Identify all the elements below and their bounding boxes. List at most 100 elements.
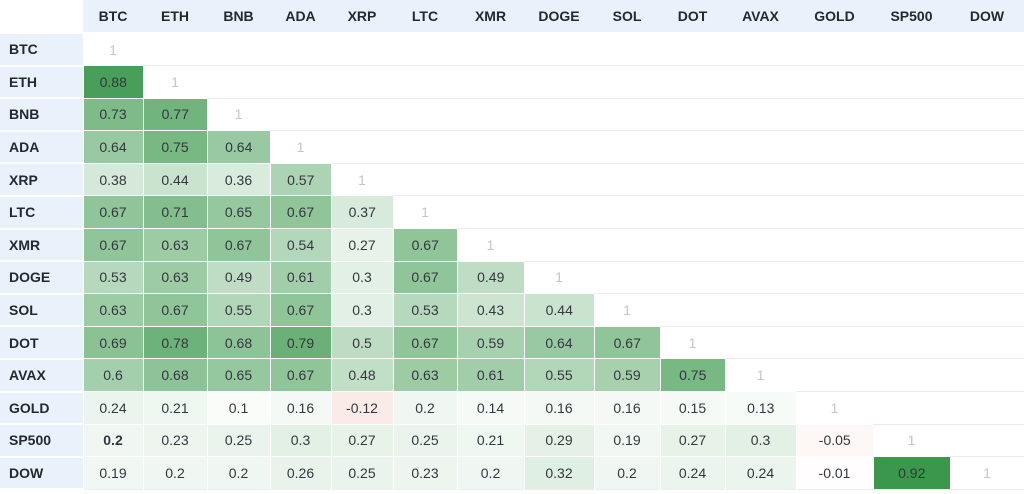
matrix-cell-dow-ada: 0.26 (269, 456, 331, 490)
matrix-cell-doge-avax (725, 260, 796, 294)
matrix-cell-sol-dow (950, 293, 1024, 327)
matrix-cell-xmr-dot (660, 228, 725, 262)
matrix-cell-avax-gold (796, 358, 873, 392)
matrix-cell-dow-dow: 1 (950, 456, 1024, 490)
matrix-cell-btc-xrp (331, 32, 393, 66)
matrix-cell-ada-dot (660, 130, 725, 164)
matrix-cell-xmr-sp500 (873, 228, 950, 262)
matrix-row-dot: DOT 0.69 0.78 0.68 0.79 0.5 0.67 0.59 0.64 0.67 1 (0, 325, 1024, 360)
matrix-cell-dot-gold (796, 325, 873, 359)
matrix-cell-btc-bnb (207, 32, 270, 66)
matrix-cell-dow-sp500: 0.92 (872, 456, 950, 490)
matrix-cell-eth-xrp (331, 65, 393, 99)
matrix-cell-dot-ltc: 0.67 (392, 325, 457, 359)
matrix-cell-dot-sol: 0.67 (593, 325, 660, 359)
matrix-cell-xmr-xrp: 0.27 (330, 228, 393, 262)
matrix-cell-ltc-bnb: 0.65 (206, 195, 270, 229)
matrix-cell-dot-sp500 (873, 325, 950, 359)
matrix-cell-dow-dot: 0.24 (659, 456, 725, 490)
matrix-cell-btc-ada (270, 32, 331, 66)
matrix-cell-dow-sol: 0.2 (593, 456, 660, 490)
matrix-cell-avax-eth: 0.68 (142, 358, 207, 392)
matrix-cell-eth-sp500 (873, 65, 950, 99)
matrix-cell-gold-xmr: 0.14 (456, 391, 524, 425)
row-header-dow: DOW (0, 456, 83, 491)
matrix-cell-eth-eth: 1 (143, 65, 207, 99)
matrix-cell-sp500-gold: -0.05 (795, 423, 873, 457)
matrix-cell-doge-bnb: 0.49 (206, 260, 270, 294)
matrix-cell-sp500-ada: 0.3 (269, 423, 331, 457)
column-header-xmr: XMR (457, 0, 524, 34)
matrix-cell-eth-sol (594, 65, 660, 99)
matrix-cell-xrp-eth: 0.44 (142, 162, 207, 196)
matrix-cell-bnb-ada (270, 97, 331, 131)
row-header-btc: BTC (0, 33, 83, 67)
matrix-cell-gold-btc: 0.24 (82, 391, 143, 425)
row-header-doge: DOGE (0, 261, 83, 295)
matrix-cell-dot-avax (725, 325, 796, 359)
matrix-cell-ltc-dow (950, 195, 1024, 229)
matrix-cell-avax-sp500 (873, 358, 950, 392)
matrix-cell-eth-xmr (457, 65, 524, 99)
matrix-cell-xrp-xrp: 1 (331, 162, 393, 196)
matrix-cell-xrp-dot (660, 162, 725, 196)
row-header-ltc: LTC (0, 195, 83, 230)
matrix-cell-eth-ltc (393, 65, 457, 99)
matrix-cell-ltc-xmr (457, 195, 524, 229)
column-header-dow: DOW (950, 0, 1024, 34)
matrix-cell-xrp-bnb: 0.36 (206, 162, 270, 196)
matrix-cell-ada-sp500 (873, 130, 950, 164)
matrix-cell-xmr-bnb: 0.67 (206, 228, 270, 262)
matrix-row-avax: AVAX 0.6 0.68 0.65 0.67 0.48 0.63 0.61 0.55 0.59 0… (0, 358, 1024, 393)
matrix-cell-ltc-eth: 0.71 (142, 195, 207, 229)
matrix-cell-doge-xrp: 0.3 (330, 260, 393, 294)
matrix-cell-avax-doge: 0.55 (523, 358, 594, 392)
matrix-cell-gold-ltc: 0.2 (392, 391, 457, 425)
matrix-cell-eth-doge (524, 65, 594, 99)
matrix-cell-xmr-eth: 0.63 (142, 228, 207, 262)
row-header-sp500: SP500 (0, 424, 83, 458)
matrix-cell-btc-avax (725, 32, 796, 66)
matrix-cell-dow-xmr: 0.2 (456, 456, 524, 490)
matrix-cell-sol-avax (725, 293, 796, 327)
matrix-cell-gold-bnb: 0.1 (206, 391, 270, 425)
matrix-cell-xmr-sol (594, 228, 660, 262)
matrix-cell-bnb-avax (725, 97, 796, 131)
matrix-cell-btc-sp500 (873, 32, 950, 66)
matrix-cell-sol-gold (796, 293, 873, 327)
matrix-cell-avax-xmr: 0.61 (456, 358, 524, 392)
matrix-cell-xrp-xmr (457, 162, 524, 196)
column-header-gold: GOLD (796, 0, 873, 34)
matrix-cell-sp500-eth: 0.23 (142, 423, 207, 457)
matrix-row-sp500: SP500 0.2 0.23 0.25 0.3 0.27 0.25 0.21 0.29 0.19 0… (0, 423, 1024, 458)
matrix-cell-sp500-ltc: 0.25 (392, 423, 457, 457)
matrix-cell-xmr-dow (950, 228, 1024, 262)
matrix-cell-bnb-xmr (457, 97, 524, 131)
matrix-cell-sol-ada: 0.67 (269, 293, 331, 327)
matrix-cell-ada-xrp (331, 130, 393, 164)
matrix-cell-ltc-ada: 0.67 (269, 195, 331, 229)
column-header-sol: SOL (594, 0, 660, 34)
matrix-cell-eth-dot (660, 65, 725, 99)
matrix-cell-ltc-ltc: 1 (393, 195, 457, 229)
matrix-row-ltc: LTC 0.67 0.71 0.65 0.67 0.37 1 (0, 195, 1024, 230)
matrix-cell-doge-btc: 0.53 (82, 260, 143, 294)
matrix-cell-xrp-ltc (393, 162, 457, 196)
matrix-cell-sp500-xmr: 0.21 (456, 423, 524, 457)
matrix-cell-sol-btc: 0.63 (82, 293, 143, 327)
matrix-cell-gold-xrp: -0.12 (330, 391, 393, 425)
matrix-cell-avax-dow (950, 358, 1024, 392)
matrix-cell-doge-ada: 0.61 (269, 260, 331, 294)
matrix-cell-sp500-dow (950, 423, 1024, 457)
matrix-cell-sp500-bnb: 0.25 (206, 423, 270, 457)
matrix-cell-gold-dow (950, 391, 1024, 425)
matrix-cell-ltc-sol (594, 195, 660, 229)
matrix-cell-sol-dot (660, 293, 725, 327)
matrix-cell-sp500-doge: 0.29 (523, 423, 594, 457)
matrix-cell-ada-bnb: 0.64 (206, 130, 270, 164)
matrix-cell-gold-sp500 (873, 391, 950, 425)
matrix-row-gold: GOLD 0.24 0.21 0.1 0.16 -0.12 0.2 0.14 0.16 0.16 0… (0, 391, 1024, 426)
matrix-cell-dow-ltc: 0.23 (392, 456, 457, 490)
matrix-cell-xrp-sol (594, 162, 660, 196)
matrix-cell-btc-sol (594, 32, 660, 66)
